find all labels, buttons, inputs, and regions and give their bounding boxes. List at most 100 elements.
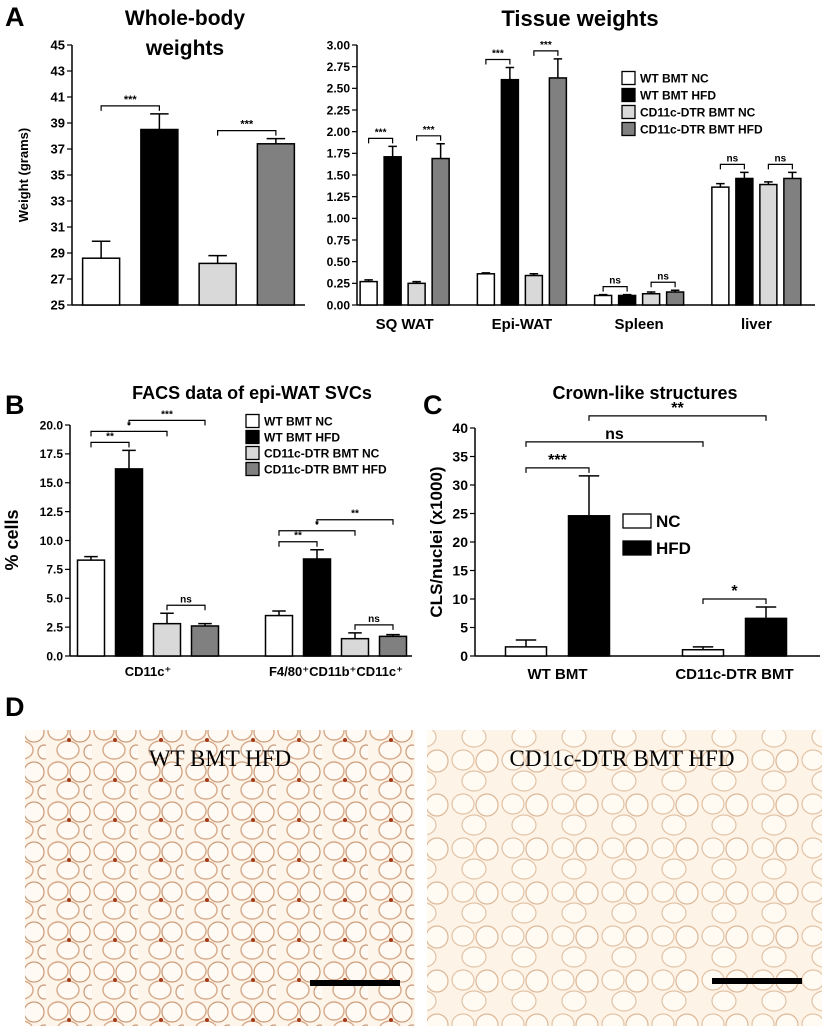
significance-label: ***	[548, 452, 567, 469]
bar	[190, 625, 220, 657]
chart-title: FACS data of epi-WAT SVCs	[132, 383, 372, 403]
x-tick-label: Epi-WAT	[492, 316, 553, 333]
x-tick-label: F4/80⁺CD11b⁺CD11c⁺	[269, 664, 403, 679]
bar	[665, 291, 685, 306]
y-tick-label: 35	[51, 168, 65, 183]
y-tick-label: 17.5	[40, 447, 64, 461]
y-tick-label: 27	[51, 272, 65, 287]
bar	[256, 143, 296, 306]
error-bar	[91, 240, 111, 259]
micrograph	[25, 730, 415, 1026]
legend-swatch	[245, 413, 260, 429]
y-tick-label: 31	[51, 220, 65, 235]
y-tick-label: 2.00	[327, 125, 351, 139]
error-bar	[740, 171, 749, 179]
y-tick-label: 33	[51, 194, 65, 209]
bar	[378, 635, 408, 657]
error-bar	[436, 143, 445, 159]
y-tick-label: 20	[452, 534, 468, 550]
bar	[431, 157, 450, 306]
scale-bar	[712, 978, 802, 984]
significance-label: ***	[423, 125, 435, 136]
y-tick-label: 1.50	[327, 168, 351, 182]
y-tick-label: 2.50	[327, 82, 351, 96]
scale-bar	[310, 980, 400, 986]
significance-bracket	[166, 604, 206, 611]
error-bar	[388, 145, 397, 157]
y-tick-label: 29	[51, 246, 65, 261]
significance-label: ns	[657, 271, 669, 282]
significance-bracket	[650, 281, 676, 288]
bar	[735, 177, 754, 306]
y-tick-label: 12.5	[40, 505, 64, 519]
significance-bracket	[533, 50, 559, 56]
y-tick-label: 0.00	[327, 298, 351, 312]
y-tick-label: 20.0	[40, 418, 64, 432]
x-tick-label: Spleen	[615, 316, 664, 333]
bar	[681, 648, 725, 657]
panel-label: B	[5, 390, 25, 420]
y-tick-label: 5.0	[46, 592, 63, 606]
significance-label: ns	[368, 614, 380, 625]
bar	[500, 78, 520, 306]
significance-label: **	[351, 509, 359, 520]
bar	[152, 622, 182, 657]
significance-label: **	[671, 400, 684, 417]
significance-bracket	[128, 419, 206, 426]
y-tick-label: 2.75	[327, 60, 351, 74]
panel-label: A	[5, 2, 25, 32]
bar	[524, 274, 544, 306]
legend-swatch	[245, 429, 260, 445]
y-tick-label: 35	[452, 449, 468, 465]
bar	[340, 637, 370, 657]
bar	[383, 156, 402, 306]
y-tick-label: 43	[51, 64, 65, 79]
error-bar	[122, 449, 136, 469]
significance-bracket	[354, 624, 394, 630]
y-tick-label: 2.5	[46, 620, 63, 634]
legend-swatch	[245, 461, 260, 477]
significance-label: ***	[240, 119, 254, 131]
y-tick-label: 25	[452, 506, 468, 522]
y-tick-label: 40	[452, 420, 468, 436]
significance-bracket	[767, 163, 793, 170]
bar	[476, 273, 496, 306]
legend-label: NC	[656, 512, 681, 531]
legend-label: WT BMT HFD	[640, 88, 716, 102]
legend-swatch	[621, 121, 636, 137]
error-bar	[788, 171, 797, 179]
y-tick-label: 30	[452, 477, 468, 493]
bar	[81, 257, 121, 306]
legend-label: CD11c-DTR BMT NC	[640, 105, 756, 119]
bar	[76, 559, 106, 657]
x-tick-label: WT BMT	[528, 666, 588, 683]
bar	[548, 77, 568, 306]
y-axis-label: % cells	[2, 509, 22, 570]
y-tick-label: 15.0	[40, 476, 64, 490]
y-tick-label: 2.25	[327, 103, 351, 117]
significance-label: ***	[375, 127, 387, 138]
legend-swatch	[622, 540, 652, 556]
legend-swatch	[621, 70, 636, 86]
chart-title: Tissue weights	[501, 6, 658, 31]
y-tick-label: 10	[452, 591, 468, 607]
bar	[567, 515, 611, 657]
x-tick-label: liver	[741, 316, 772, 333]
error-bar	[553, 58, 563, 78]
legend-label: HFD	[656, 539, 691, 558]
significance-bracket	[90, 441, 130, 448]
significance-bracket	[525, 467, 590, 473]
micrograph	[427, 730, 822, 1026]
y-tick-label: 0.75	[327, 233, 351, 247]
error-bar	[515, 639, 537, 647]
significance-label: *	[731, 583, 738, 600]
significance-label: ***	[540, 40, 552, 51]
legend-swatch	[622, 513, 652, 529]
image-caption: WT BMT HFD	[149, 746, 291, 771]
bar	[783, 177, 802, 306]
significance-bracket	[316, 519, 394, 525]
significance-label: *	[127, 420, 131, 431]
x-tick-label: CD11c-DTR BMT	[675, 666, 793, 683]
